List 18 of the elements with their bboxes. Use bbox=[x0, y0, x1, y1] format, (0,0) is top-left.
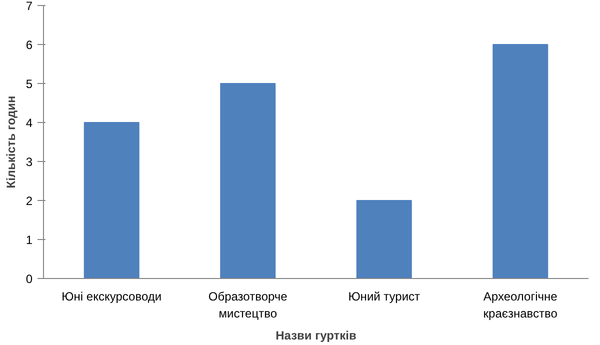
x-axis-title: Назви гуртків bbox=[276, 328, 356, 342]
bar bbox=[220, 83, 276, 278]
bar bbox=[84, 122, 140, 278]
y-tick-label: 0 bbox=[26, 272, 33, 286]
y-tick-label: 6 bbox=[26, 38, 33, 52]
y-axis-title: Кількість годин bbox=[4, 96, 18, 188]
y-tick-label: 1 bbox=[26, 233, 33, 247]
x-tick-label: Археологічне краєзнавство bbox=[483, 290, 558, 320]
bar bbox=[492, 44, 548, 278]
y-tick-label: 4 bbox=[26, 116, 33, 130]
bar bbox=[356, 200, 412, 278]
y-tick-label: 3 bbox=[26, 155, 33, 169]
y-tick-label: 7 bbox=[26, 0, 33, 13]
x-tick-label: Юні екскурсоводи bbox=[62, 290, 162, 304]
x-tick-label: Образотворче мистецтво bbox=[208, 290, 288, 320]
x-tick-label: Юний турист bbox=[348, 290, 421, 304]
y-tick-label: 5 bbox=[26, 77, 33, 91]
y-tick-label: 2 bbox=[26, 194, 33, 208]
